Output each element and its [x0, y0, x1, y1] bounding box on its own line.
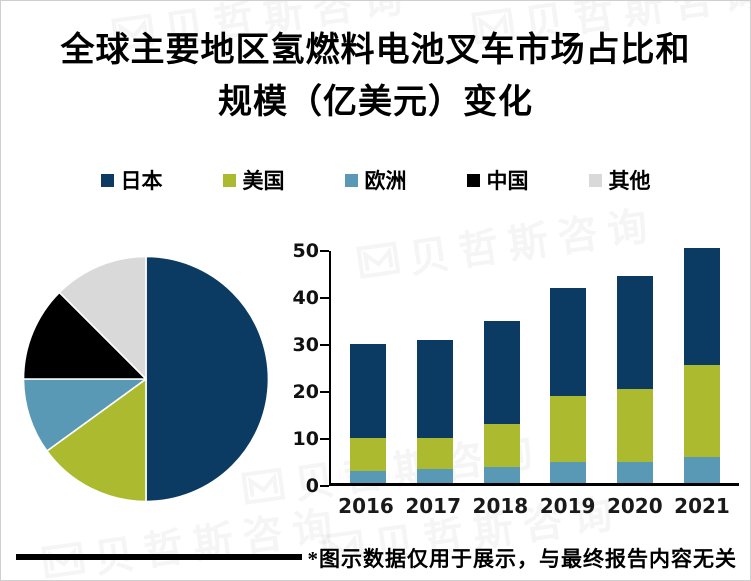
y-axis-tick-label-40: 40 [292, 287, 319, 309]
pie-slice-japan [145, 255, 270, 503]
legend-swatch-china [466, 173, 480, 187]
y-axis-tick-mark [320, 344, 329, 346]
bar-2020 [617, 276, 654, 483]
legend-item-china: 中国 [466, 165, 529, 195]
legend-label-japan: 日本 [120, 169, 163, 193]
y-axis-tick-mark [320, 485, 329, 487]
y-axis-tick-mark [320, 391, 329, 393]
pie-chart-svg [22, 255, 270, 503]
pie-slice-china [22, 291, 147, 380]
bar-segment-2017-europe [416, 468, 453, 483]
y-axis-tick-label-30: 30 [292, 334, 319, 356]
bar-segment-2018-usa [483, 424, 520, 467]
legend-swatch-others [588, 173, 602, 187]
page-title: 全球主要地区氢燃料电池叉车市场占比和 规模（亿美元）变化 [1, 25, 750, 129]
legend-swatch-japan [100, 173, 114, 187]
pie-slice-europe [22, 378, 147, 452]
bar-segment-2020-europe [617, 461, 654, 483]
y-axis-tick-mark [320, 297, 329, 299]
chart-legend: 日本 美国 欧洲 中国 其他 [1, 165, 750, 195]
x-axis-label-2021: 2021 [674, 494, 730, 518]
bar-segment-2019-europe [550, 461, 587, 483]
bar-segment-2016-japan [350, 344, 386, 439]
bar-segment-2020-usa [617, 389, 654, 462]
disclaimer-note: *图示数据仅用于展示，与最终报告内容无关 [307, 547, 737, 571]
bar-segment-2017-japan [416, 339, 453, 439]
bar-2021 [683, 247, 720, 483]
bar-2016 [350, 344, 386, 483]
bar-segment-2021-europe [683, 457, 720, 483]
legend-item-others: 其他 [588, 165, 651, 195]
bar-chart-plot-area [329, 247, 739, 486]
bar-segment-2017-usa [416, 438, 453, 469]
page-title-line2: 规模（亿美元）变化 [218, 84, 533, 121]
pie-slice-others [58, 255, 147, 380]
legend-label-usa: 美国 [242, 169, 285, 193]
x-axis-label-2017: 2017 [405, 494, 462, 518]
bar-segment-2018-japan [483, 320, 520, 425]
bar-segment-2019-usa [550, 396, 587, 462]
bar-2018 [483, 320, 520, 483]
legend-label-china: 中国 [486, 169, 529, 193]
bar-segment-2021-japan [683, 247, 720, 366]
bar-segment-2016-usa [350, 438, 386, 472]
x-axis-label-2016: 2016 [338, 494, 394, 518]
y-axis-tick-label-0: 0 [305, 475, 319, 497]
y-axis-tick-label-20: 20 [292, 381, 319, 403]
page-title-line1: 全球主要地区氢燃料电池叉车市场占比和 [60, 32, 691, 69]
bar-segment-2016-europe [350, 471, 386, 483]
pie-chart [22, 255, 270, 503]
bar-segment-2019-japan [550, 288, 587, 397]
y-axis-tick-mark [320, 438, 329, 440]
bar-segment-2021-usa [683, 365, 720, 458]
x-axis-label-2018: 2018 [472, 494, 529, 518]
legend-label-others: 其他 [608, 169, 651, 193]
legend-item-europe: 欧洲 [344, 165, 407, 195]
y-axis-tick-label-10: 10 [292, 428, 319, 450]
legend-swatch-europe [344, 173, 358, 187]
x-axis-label-2020: 2020 [606, 494, 663, 518]
x-axis-label-2019: 2019 [539, 494, 596, 518]
y-axis-tick-label-50: 50 [292, 240, 319, 262]
watermark: 贝哲斯咨询 [38, 492, 345, 580]
footer-divider [16, 554, 302, 560]
bar-2017 [416, 339, 453, 483]
bar-segment-2018-europe [483, 466, 520, 483]
legend-item-japan: 日本 [100, 165, 163, 195]
pie-slice-usa [46, 378, 147, 503]
bar-segment-2020-japan [617, 276, 654, 390]
bar-2019 [550, 288, 587, 483]
legend-swatch-usa [222, 173, 236, 187]
y-axis-tick-mark [320, 250, 329, 252]
legend-label-europe: 欧洲 [364, 169, 407, 193]
legend-item-usa: 美国 [222, 165, 285, 195]
